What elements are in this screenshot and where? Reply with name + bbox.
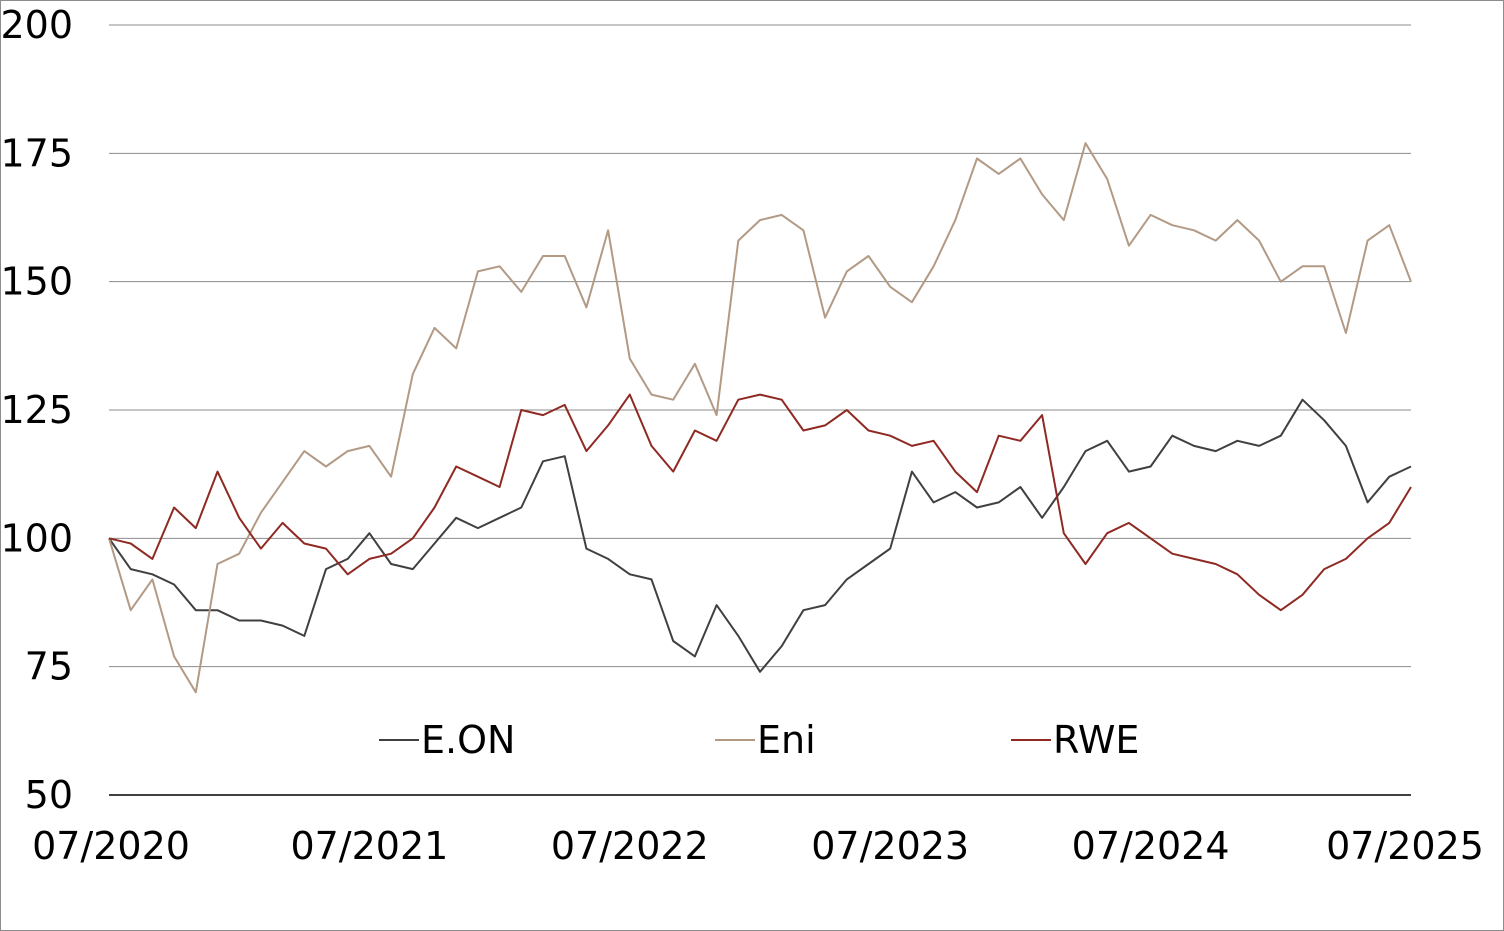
gridlines [109,24,1411,796]
series-lines [108,142,1412,694]
legend: E.ON Eni RWE [379,718,1139,762]
x-tick-label: 07/2020 [32,824,190,868]
x-tick-label: 07/2024 [1072,824,1230,868]
y-tick-label: 50 [25,773,73,817]
y-tick-label: 75 [25,645,73,689]
legend-label: Eni [757,718,816,762]
y-axis-tick-labels: 50 75 100 125 150 175 200 [1,3,73,817]
series-line-e-on [108,398,1412,673]
x-axis-tick-labels: 07/2020 07/2021 07/2022 07/2023 07/2024 07/20… [32,824,1484,868]
series-line-rwe [108,393,1412,612]
legend-label: RWE [1053,718,1139,762]
x-tick-label: 07/2022 [551,824,709,868]
x-tick-label: 07/2025 [1326,824,1484,868]
x-tick-label: 07/2023 [811,824,969,868]
y-tick-label: 125 [1,388,73,432]
y-tick-label: 150 [1,260,73,304]
y-tick-label: 200 [1,3,73,47]
y-tick-label: 100 [1,516,73,560]
legend-label: E.ON [421,718,515,762]
x-tick-label: 07/2021 [290,824,448,868]
series-line-eni [108,142,1412,694]
y-tick-label: 175 [1,131,73,175]
